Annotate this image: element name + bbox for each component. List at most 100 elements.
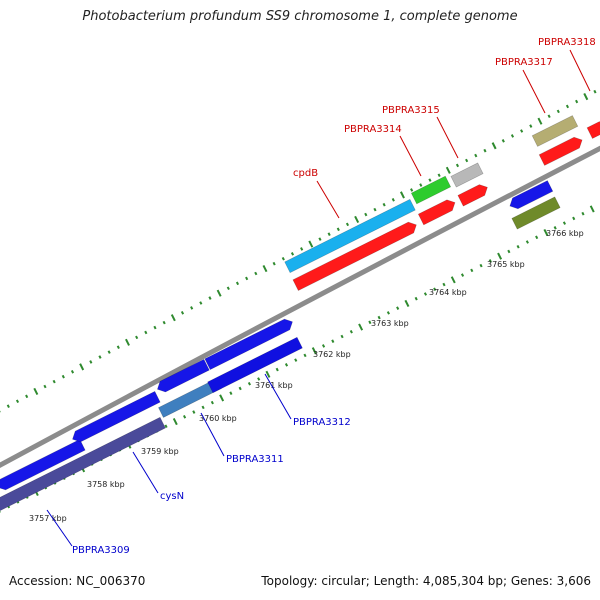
tick-mark [525, 240, 529, 244]
tick-mark [340, 334, 344, 339]
tick-mark [6, 404, 10, 408]
tick-mark [318, 237, 322, 241]
accession-label: Accession: NC_006370 [9, 574, 146, 588]
tick-mark [386, 311, 390, 315]
gene-bar-cysn [72, 390, 161, 443]
leader-line-pbpra3318 [569, 49, 591, 92]
tick-mark [455, 163, 460, 168]
tick-mark [153, 325, 157, 330]
tick-mark [89, 360, 93, 364]
gene-bar-right-olive [511, 196, 561, 230]
gene-bar-pbpra3311a [157, 358, 210, 393]
tick-mark [593, 89, 597, 94]
leader-line-pbpra3315 [436, 116, 459, 159]
leader-line-cysn [132, 451, 159, 494]
tick-mark [488, 259, 492, 263]
tick-mark [272, 261, 276, 266]
feature-label-pbpra3311: PBPRA3311 [226, 454, 284, 465]
tick-mark [144, 330, 148, 335]
tick-mark [43, 384, 47, 389]
gene-bar-right-blue [509, 180, 554, 210]
tick-mark [265, 370, 271, 378]
tick-mark [497, 252, 503, 260]
tick-mark [284, 363, 289, 367]
cds-bar-pbpra3318 [586, 121, 600, 139]
tick-mark [414, 296, 418, 301]
tick-mark [52, 379, 56, 384]
tick-mark [445, 166, 451, 174]
tick-mark [208, 296, 212, 300]
feature-label-pbpra3315: PBPRA3315 [382, 105, 440, 116]
tick-mark [553, 226, 557, 230]
tick-mark [219, 394, 225, 402]
tick-mark [164, 424, 168, 429]
tick-mark [396, 306, 400, 310]
tick-mark [300, 247, 304, 251]
tick-mark [400, 191, 405, 199]
kbp-label: 3762 kbp [313, 350, 351, 359]
tick-mark [364, 212, 368, 217]
tick-mark [491, 142, 497, 150]
tick-mark [290, 252, 295, 256]
tick-mark [501, 139, 505, 143]
kbp-label: 3765 kbp [487, 260, 525, 269]
tick-mark [25, 394, 29, 399]
tick-mark [135, 335, 139, 340]
cds-bar-pbpra3317 [538, 136, 583, 166]
tick-mark [15, 399, 20, 404]
tick-mark [391, 198, 395, 202]
outer-tick-row-lower [0, 205, 595, 514]
chromosome-backbone [0, 145, 600, 469]
kbp-label: 3761 kbp [255, 381, 293, 390]
tick-mark [510, 134, 515, 138]
outer-tick-row-upper [0, 89, 597, 413]
tick-mark [345, 222, 350, 227]
tick-mark [247, 381, 251, 386]
tick-mark [483, 148, 487, 153]
feature-label-pbpra3318: PBPRA3318 [538, 37, 596, 48]
kbp-label: 3758 kbp [87, 480, 125, 489]
tick-mark [428, 178, 432, 182]
tick-mark [125, 338, 130, 346]
gene-bar-pbpra3312a [204, 318, 293, 371]
tick-mark [474, 153, 478, 158]
tick-mark [0, 409, 1, 413]
tick-mark [210, 400, 214, 405]
tick-mark [423, 292, 428, 296]
tick-mark [229, 391, 233, 395]
tick-mark [235, 281, 240, 286]
tick-mark [465, 158, 469, 163]
tick-mark [377, 315, 381, 320]
tick-mark [162, 320, 166, 325]
tick-mark [410, 188, 414, 192]
tick-mark [201, 405, 205, 410]
gene-bar-pbpra3309 [0, 438, 86, 491]
tick-mark [368, 320, 372, 325]
tick-mark [254, 271, 258, 276]
tick-mark [0, 509, 1, 514]
tick-mark [529, 124, 533, 128]
tick-mark [170, 314, 176, 322]
leader-line-pbpra3312 [264, 373, 292, 420]
tick-mark [245, 276, 249, 281]
tick-mark [226, 286, 230, 291]
kbp-label: 3766 kbp [546, 229, 584, 238]
tick-mark [192, 410, 196, 414]
feature-label-pbpra3312: PBPRA3312 [293, 417, 351, 428]
tick-mark [257, 377, 261, 381]
tick-mark [33, 387, 39, 396]
tick-mark [331, 339, 335, 344]
tick-mark [311, 347, 317, 355]
tick-mark [172, 417, 178, 426]
tick-mark [238, 386, 242, 391]
tick-mark [572, 216, 576, 221]
feature-label-pbpra3317: PBPRA3317 [495, 57, 553, 68]
tick-mark [107, 350, 111, 354]
tick-mark [433, 287, 437, 292]
tick-mark [190, 306, 194, 310]
feature-label-cysn: cysN [160, 491, 184, 502]
tick-mark [450, 276, 456, 284]
tick-mark [199, 301, 203, 305]
leader-line-pbpra3311 [200, 412, 225, 457]
